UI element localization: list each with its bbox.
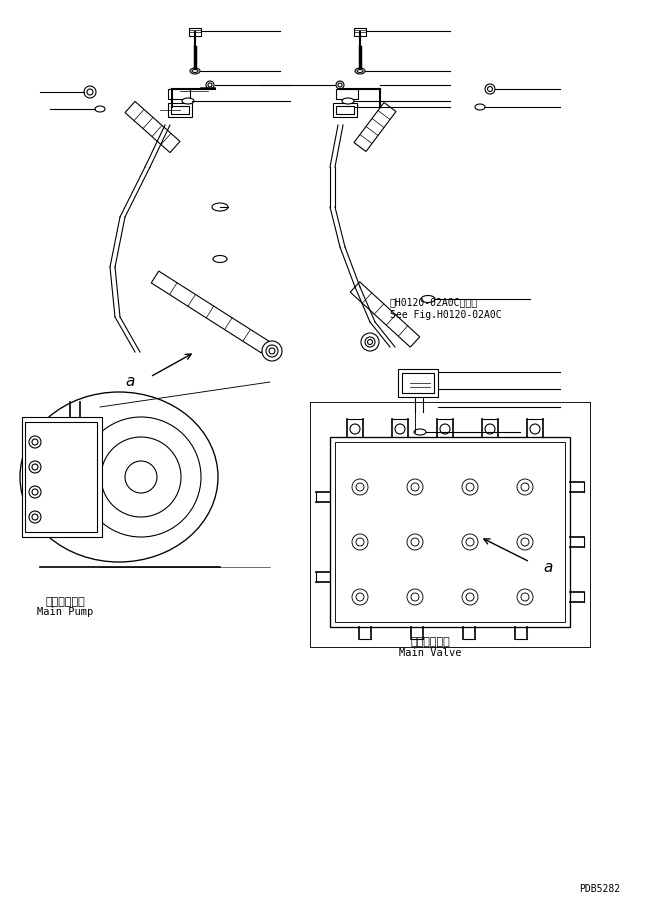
Polygon shape — [125, 102, 180, 152]
Circle shape — [81, 417, 201, 537]
Bar — [333, 103, 357, 117]
Circle shape — [29, 511, 41, 523]
Circle shape — [466, 593, 474, 601]
Circle shape — [29, 461, 41, 473]
Bar — [402, 373, 434, 393]
Circle shape — [462, 589, 478, 605]
Circle shape — [407, 479, 423, 495]
Circle shape — [269, 348, 275, 354]
Circle shape — [84, 86, 96, 98]
Ellipse shape — [342, 98, 354, 104]
Circle shape — [32, 489, 38, 495]
Ellipse shape — [355, 68, 365, 74]
Circle shape — [530, 424, 540, 434]
Circle shape — [29, 436, 41, 448]
Circle shape — [352, 479, 368, 495]
Circle shape — [462, 534, 478, 550]
Text: Main Pump: Main Pump — [37, 607, 93, 617]
Circle shape — [32, 464, 38, 470]
Circle shape — [350, 424, 360, 434]
Circle shape — [125, 461, 157, 493]
Circle shape — [440, 424, 450, 434]
Bar — [168, 89, 190, 99]
Circle shape — [352, 589, 368, 605]
Circle shape — [32, 514, 38, 520]
Circle shape — [266, 345, 278, 357]
Circle shape — [488, 86, 493, 92]
Circle shape — [361, 333, 379, 351]
Text: a: a — [125, 375, 135, 389]
Ellipse shape — [421, 296, 435, 303]
Ellipse shape — [192, 70, 198, 73]
Circle shape — [517, 534, 533, 550]
Bar — [335, 442, 565, 622]
Bar — [354, 28, 366, 36]
Bar — [336, 89, 358, 99]
Ellipse shape — [212, 203, 228, 211]
Circle shape — [365, 337, 375, 347]
Circle shape — [367, 339, 372, 345]
Circle shape — [466, 483, 474, 491]
Ellipse shape — [414, 429, 426, 435]
Text: a: a — [543, 560, 552, 574]
Bar — [25, 422, 97, 532]
Bar — [336, 106, 354, 114]
Ellipse shape — [182, 98, 194, 104]
Text: メインポンプ: メインポンプ — [45, 597, 85, 607]
Circle shape — [521, 593, 529, 601]
Bar — [189, 28, 201, 36]
Circle shape — [356, 593, 364, 601]
Circle shape — [356, 483, 364, 491]
Ellipse shape — [475, 104, 485, 110]
Circle shape — [411, 538, 419, 546]
Circle shape — [101, 437, 181, 517]
Polygon shape — [350, 282, 420, 347]
Ellipse shape — [357, 70, 363, 73]
Bar — [171, 106, 189, 114]
Circle shape — [517, 589, 533, 605]
Text: PDB5282: PDB5282 — [579, 884, 620, 894]
Circle shape — [356, 538, 364, 546]
Circle shape — [352, 534, 368, 550]
Circle shape — [407, 534, 423, 550]
Circle shape — [262, 341, 282, 361]
Ellipse shape — [20, 392, 218, 562]
Circle shape — [407, 589, 423, 605]
Circle shape — [485, 424, 495, 434]
Circle shape — [411, 483, 419, 491]
Circle shape — [32, 439, 38, 445]
Text: メインバルブ: メインバルブ — [410, 637, 450, 647]
Circle shape — [485, 84, 495, 94]
Circle shape — [338, 83, 342, 87]
Bar — [398, 369, 438, 397]
Text: Main Valve: Main Valve — [398, 648, 462, 658]
Circle shape — [336, 81, 344, 89]
Text: See Fig.H0120-02A0C: See Fig.H0120-02A0C — [390, 310, 502, 320]
Circle shape — [521, 538, 529, 546]
Bar — [168, 103, 192, 117]
Bar — [22, 417, 102, 537]
Circle shape — [206, 81, 214, 89]
Circle shape — [466, 538, 474, 546]
Circle shape — [411, 593, 419, 601]
Circle shape — [517, 479, 533, 495]
Circle shape — [395, 424, 405, 434]
Ellipse shape — [190, 68, 200, 74]
Polygon shape — [354, 102, 396, 151]
Text: 第H0120-02A0C図参照: 第H0120-02A0C図参照 — [390, 297, 478, 307]
Circle shape — [29, 486, 41, 498]
Ellipse shape — [95, 106, 105, 112]
Circle shape — [87, 89, 93, 95]
Bar — [330, 437, 570, 627]
Circle shape — [462, 479, 478, 495]
Ellipse shape — [213, 256, 227, 262]
Circle shape — [208, 83, 212, 87]
Circle shape — [521, 483, 529, 491]
Polygon shape — [151, 271, 268, 353]
